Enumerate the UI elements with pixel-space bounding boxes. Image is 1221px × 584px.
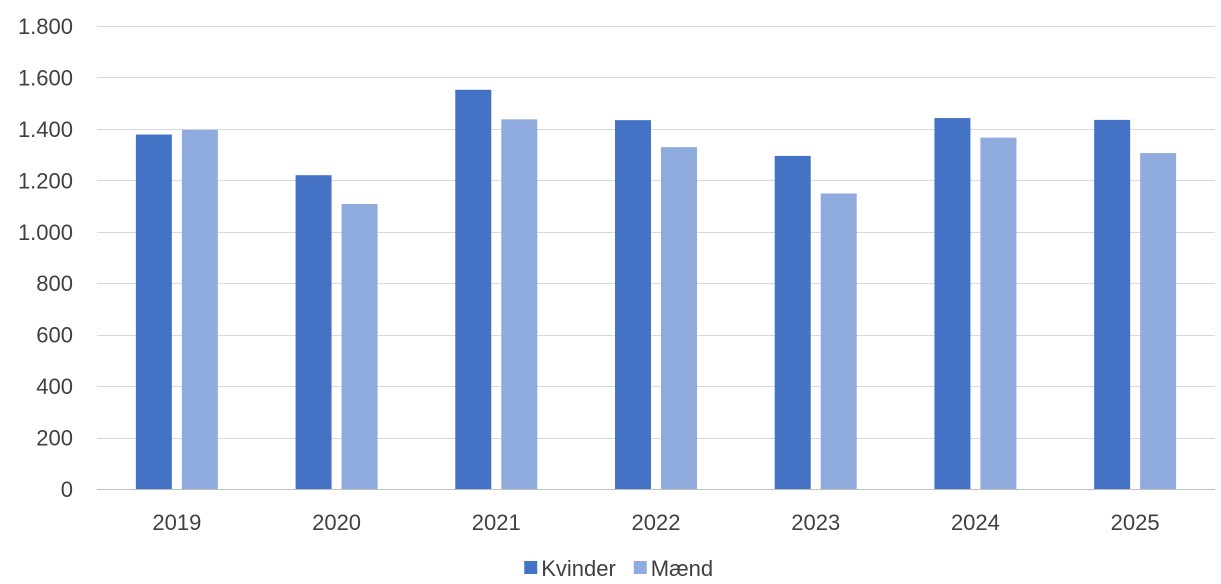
legend: Kvinder Mænd — [524, 556, 713, 581]
x-tick-label: 2020 — [312, 510, 361, 535]
bars — [135, 89, 1177, 490]
bar-kvinder-2019 — [135, 134, 172, 489]
y-tick-label: 1.600 — [18, 65, 73, 90]
y-tick-label: 1.000 — [18, 220, 73, 245]
bar-kvinder-2023 — [774, 155, 811, 489]
y-tick-label: 800 — [36, 271, 73, 296]
y-tick-label: 1.200 — [18, 168, 73, 193]
bar-kvinder-2024 — [934, 118, 971, 489]
bar-mænd-2024 — [980, 137, 1017, 489]
legend-label-kvinder: Kvinder — [541, 556, 616, 581]
axes: 0 200 400 600 800 1.000 1.200 1.400 1.600 1.800 20… — [18, 14, 1160, 535]
bar-mænd-2019 — [181, 129, 218, 489]
legend-swatch-kvinder — [524, 561, 538, 574]
x-tick-label: 2019 — [152, 510, 201, 535]
y-tick-label: 1.800 — [18, 14, 73, 39]
y-tick-label: 400 — [36, 374, 73, 399]
bar-kvinder-2022 — [615, 120, 651, 489]
x-tick-label: 2024 — [951, 510, 1000, 535]
legend-label-mænd: Mænd — [651, 556, 713, 581]
gridlines — [97, 26, 1215, 490]
legend-swatch-mænd — [633, 561, 647, 574]
y-tick-label: 200 — [36, 426, 73, 451]
bar-mænd-2021 — [501, 119, 538, 489]
bar-mænd-2023 — [820, 193, 857, 489]
x-tick-label: 2025 — [1111, 510, 1160, 535]
x-tick-label: 2021 — [472, 510, 521, 535]
y-tick-label: 1.400 — [18, 117, 73, 142]
bar-kvinder-2025 — [1094, 119, 1131, 489]
y-tick-label: 600 — [36, 323, 73, 348]
bar-mænd-2025 — [1140, 153, 1177, 489]
bar-kvinder-2021 — [455, 89, 492, 490]
x-tick-label: 2022 — [632, 510, 681, 535]
bar-mænd-2020 — [341, 203, 378, 489]
bar-mænd-2022 — [661, 147, 697, 489]
x-tick-label: 2023 — [791, 510, 840, 535]
y-tick-label: 0 — [61, 477, 73, 502]
bar-kvinder-2020 — [295, 175, 332, 489]
